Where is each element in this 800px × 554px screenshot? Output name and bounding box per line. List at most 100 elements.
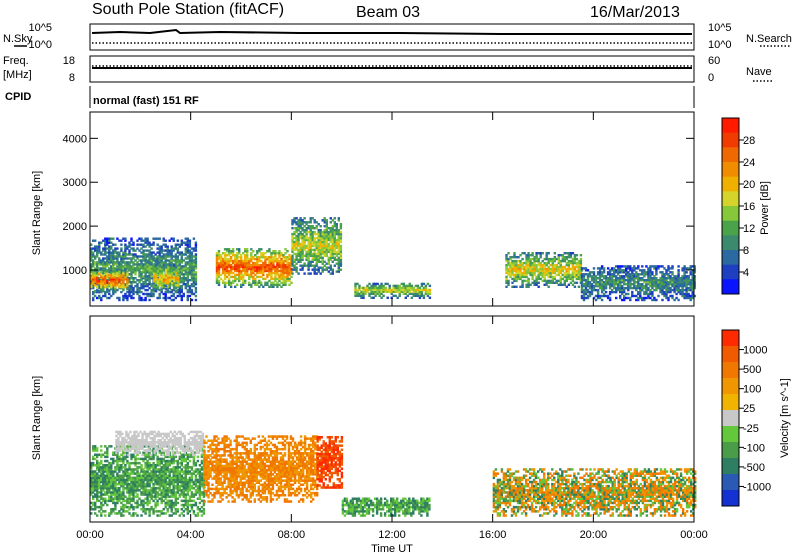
heatmap-cell (165, 264, 168, 267)
heatmap-cell (297, 260, 300, 263)
heatmap-cell (110, 237, 113, 240)
heatmap-cell (588, 294, 592, 298)
heatmap-cell (148, 464, 151, 467)
heatmap-cell (146, 489, 149, 492)
heatmap-cell (188, 271, 192, 274)
heatmap-cell (509, 273, 512, 277)
heatmap-cell (221, 259, 225, 263)
heatmap-cell (158, 489, 161, 492)
heatmap-cell (168, 251, 171, 254)
heatmap-cell (130, 487, 133, 490)
heatmap-cell (188, 279, 192, 282)
heatmap-cell (136, 261, 139, 264)
heatmap-cell (180, 453, 183, 456)
heatmap-cell (120, 249, 123, 252)
heatmap-cell (106, 493, 109, 496)
heatmap-cell (100, 487, 103, 490)
heatmap-cell (533, 283, 536, 286)
heatmap-cell (291, 248, 294, 252)
heatmap-cell (160, 499, 163, 503)
heatmap-cell (543, 271, 546, 275)
heatmap-cell (645, 286, 648, 290)
heatmap-cell (527, 252, 530, 255)
heatmap-cell (685, 296, 688, 300)
heatmap-cell (256, 252, 259, 255)
heatmap-cell (675, 275, 678, 278)
heatmap-cell (663, 279, 666, 282)
heatmap-cell (159, 274, 162, 277)
heatmap-cell (420, 292, 424, 295)
heatmap-cell (535, 263, 538, 267)
heatmap-cell (146, 482, 149, 486)
heatmap-cell (238, 259, 241, 263)
heatmap-cell (559, 265, 562, 269)
heatmap-cell (299, 242, 302, 246)
heatmap-cell (186, 275, 189, 278)
heatmap-cell (146, 284, 149, 288)
heatmap-cell (182, 478, 185, 482)
heatmap-cell (120, 247, 123, 250)
heatmap-cell (186, 269, 189, 272)
heatmap-cell (102, 489, 105, 492)
heatmap-cell (509, 275, 512, 279)
heatmap-cell (219, 259, 223, 263)
heatmap-cell (90, 461, 93, 465)
heatmap-cell (180, 468, 183, 471)
heatmap-cell (422, 296, 426, 299)
heatmap-cell (142, 501, 145, 505)
heatmap-cell (525, 271, 528, 275)
heatmap-cell (671, 273, 674, 276)
heatmap-cell (122, 466, 125, 469)
heatmap-cell (150, 487, 153, 490)
heatmap-cell (689, 281, 692, 284)
heatmap-cell (102, 503, 105, 507)
heatmap-cell (582, 273, 586, 276)
heatmap-cell (219, 254, 223, 257)
heatmap-cell (535, 254, 538, 257)
heatmap-cell (170, 455, 173, 459)
heatmap-cell (315, 246, 318, 250)
heatmap-cell (104, 468, 107, 471)
heatmap-cell (126, 269, 129, 272)
heatmap-cell (154, 510, 157, 513)
heatmap-cell (106, 257, 109, 260)
heatmap-cell (596, 294, 600, 298)
heatmap-cell (691, 265, 694, 268)
heatmap-cell (329, 258, 332, 261)
heatmap-cell (323, 234, 326, 238)
heatmap-cell (162, 499, 165, 503)
heatmap-cell (325, 242, 328, 246)
heatmap-cell (110, 267, 113, 270)
heatmap-cell (128, 484, 131, 488)
heatmap-cell (615, 286, 618, 290)
heatmap-cell (547, 273, 550, 277)
heatmap-cell (319, 248, 322, 252)
heatmap-cell (645, 279, 648, 282)
heatmap-cell (215, 257, 219, 261)
heatmap-cell (651, 294, 654, 298)
heatmap-cell (685, 292, 688, 296)
heatmap-cell (517, 277, 520, 281)
heatmap-cell (116, 476, 119, 480)
heatmap-cell (539, 252, 542, 255)
heatmap-cell (110, 510, 113, 513)
heatmap-cell (108, 292, 111, 296)
heatmap-cell (173, 268, 176, 271)
heatmap-cell (681, 279, 684, 282)
heatmap-cell (188, 286, 192, 290)
heatmap-cell (134, 269, 137, 272)
heatmap-cell (142, 253, 145, 256)
heatmap-cell (266, 281, 269, 284)
heatmap-cell (148, 484, 151, 488)
heatmap-cell (615, 290, 618, 294)
heatmap-cell (138, 466, 141, 469)
heatmap-cell (559, 259, 562, 263)
heatmap-cell (92, 278, 95, 281)
heatmap-cell (152, 251, 155, 254)
heatmap-cell (329, 264, 332, 267)
heatmap-cell (116, 274, 119, 277)
heatmap-cell (244, 273, 247, 277)
heatmap-cell (354, 286, 357, 290)
heatmap-cell (194, 243, 198, 246)
heatmap-cell (299, 258, 302, 261)
